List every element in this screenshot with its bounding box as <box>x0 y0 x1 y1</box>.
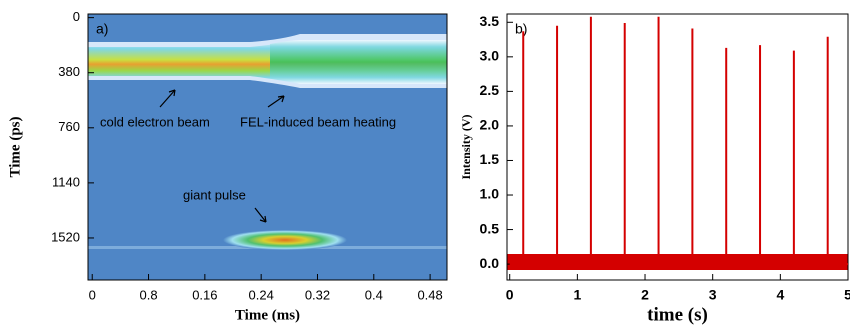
heatmap-image <box>88 14 447 280</box>
x-tick-label: 0.32 <box>305 287 330 302</box>
y-tick-label: 0 <box>73 9 80 24</box>
x-tick-label: 2 <box>641 287 649 303</box>
figure: 03807601140152000.80.160.240.320.40.48a)… <box>0 0 850 332</box>
x-tick-label: 4 <box>776 287 784 303</box>
x-axis-title: Time (ms) <box>235 307 300 323</box>
x-tick-label: 1 <box>573 287 581 303</box>
y-tick-label: 760 <box>58 119 80 134</box>
y-tick-label: 380 <box>58 64 80 79</box>
y-tick-label: 2.5 <box>480 82 500 98</box>
x-tick-label: 0.24 <box>249 287 274 302</box>
x-tick-label: 5 <box>844 287 850 303</box>
y-tick-label: 0.5 <box>480 220 500 236</box>
noise-band <box>507 254 848 270</box>
panel-label: b) <box>515 21 527 37</box>
y-tick-label: 1520 <box>51 229 80 244</box>
y-tick-label: 1.0 <box>480 186 500 202</box>
x-tick-label: 0.8 <box>139 287 157 302</box>
y-axis-title: Intensity (V) <box>459 114 473 179</box>
x-tick-label: 0.4 <box>365 287 383 302</box>
y-tick-label: 3.0 <box>480 48 500 64</box>
y-tick-label: 2.0 <box>480 117 500 133</box>
y-tick-label: 0.0 <box>480 255 500 271</box>
x-axis-title: time (s) <box>647 304 708 325</box>
y-tick-label: 1.5 <box>480 151 500 167</box>
x-tick-label: 0.16 <box>192 287 217 302</box>
y-axis-title: Time (ps) <box>7 117 23 178</box>
x-tick-label: 3 <box>709 287 717 303</box>
x-tick-label: 0 <box>89 287 96 302</box>
x-tick-label: 0.48 <box>417 287 442 302</box>
y-tick-label: 3.5 <box>480 13 500 29</box>
y-tick-label: 1140 <box>52 174 80 189</box>
annotation: giant pulse <box>183 187 246 202</box>
annotation: cold electron beam <box>100 114 210 129</box>
page: 03807601140152000.80.160.240.320.40.48a)… <box>0 0 850 332</box>
line-series <box>510 17 848 264</box>
x-tick-label: 0 <box>506 287 514 303</box>
plot-frame <box>507 14 848 280</box>
panel-label: a) <box>96 21 108 37</box>
annotation: FEL-induced beam heating <box>240 114 396 129</box>
